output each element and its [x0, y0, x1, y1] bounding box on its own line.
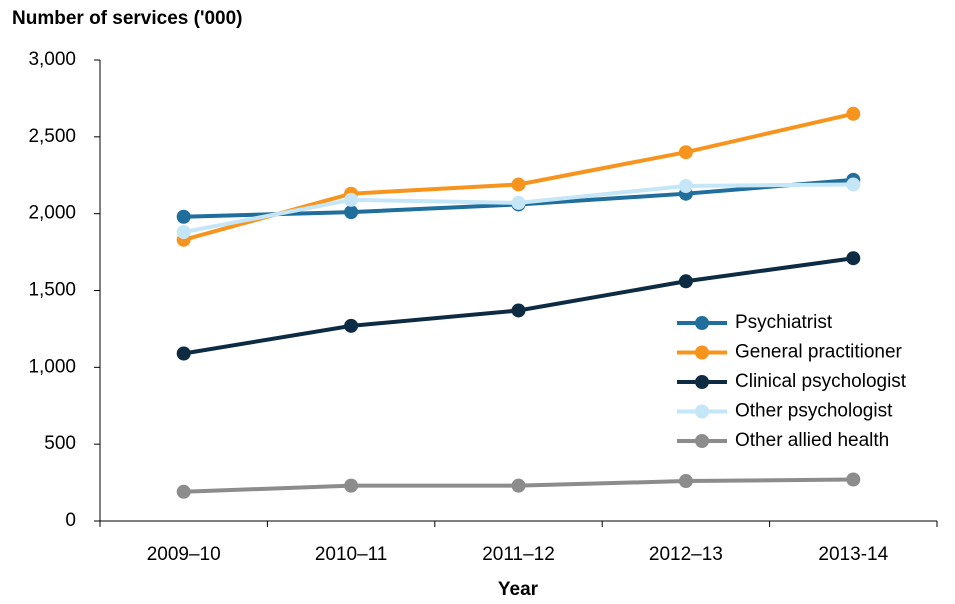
legend-label: Clinical psychologist — [735, 371, 907, 392]
point — [344, 318, 359, 333]
legend-marker — [695, 434, 709, 448]
point — [678, 274, 693, 289]
legend-marker — [695, 345, 709, 360]
point — [511, 177, 526, 192]
y-tick-label: 2,500 — [28, 126, 76, 147]
point — [678, 145, 693, 160]
y-tick-label: 1,000 — [28, 356, 76, 377]
point — [344, 478, 359, 493]
y-tick-label: 3,000 — [28, 49, 76, 70]
point — [176, 209, 191, 224]
legend-label: Psychiatrist — [735, 312, 833, 333]
y-tick-label: 1,500 — [28, 280, 76, 301]
point — [846, 177, 861, 192]
point — [511, 195, 526, 210]
point — [511, 478, 526, 493]
legend-label: General practitioner — [735, 342, 903, 363]
legend-marker — [695, 316, 709, 330]
point — [678, 179, 693, 194]
point — [176, 225, 191, 240]
point — [511, 303, 526, 318]
y-tick-label: 500 — [44, 433, 76, 454]
x-tick-label: 2012–13 — [649, 544, 723, 565]
point — [846, 472, 861, 487]
y-tick-label: 2,000 — [28, 203, 76, 224]
legend-marker — [695, 375, 709, 389]
line — [183, 111, 854, 242]
x-tick-label: 2013-14 — [818, 544, 888, 565]
point — [344, 205, 359, 220]
point — [176, 346, 191, 361]
point — [176, 484, 191, 499]
x-axis-title: Year — [498, 579, 539, 600]
point — [846, 106, 861, 121]
point — [678, 474, 693, 489]
x-tick-label: 2009–10 — [147, 544, 221, 565]
x-tick-label: 2011–12 — [482, 544, 555, 565]
point — [846, 251, 861, 266]
x-tick-label: 2010–11 — [315, 544, 388, 565]
legend-marker — [695, 404, 709, 419]
legend-label: Other psychologist — [735, 401, 893, 422]
y-axis-title: Number of services ('000) — [12, 8, 243, 29]
legend-label: Other allied health — [735, 430, 889, 451]
y-tick-label: 0 — [65, 510, 76, 531]
point — [344, 192, 359, 207]
